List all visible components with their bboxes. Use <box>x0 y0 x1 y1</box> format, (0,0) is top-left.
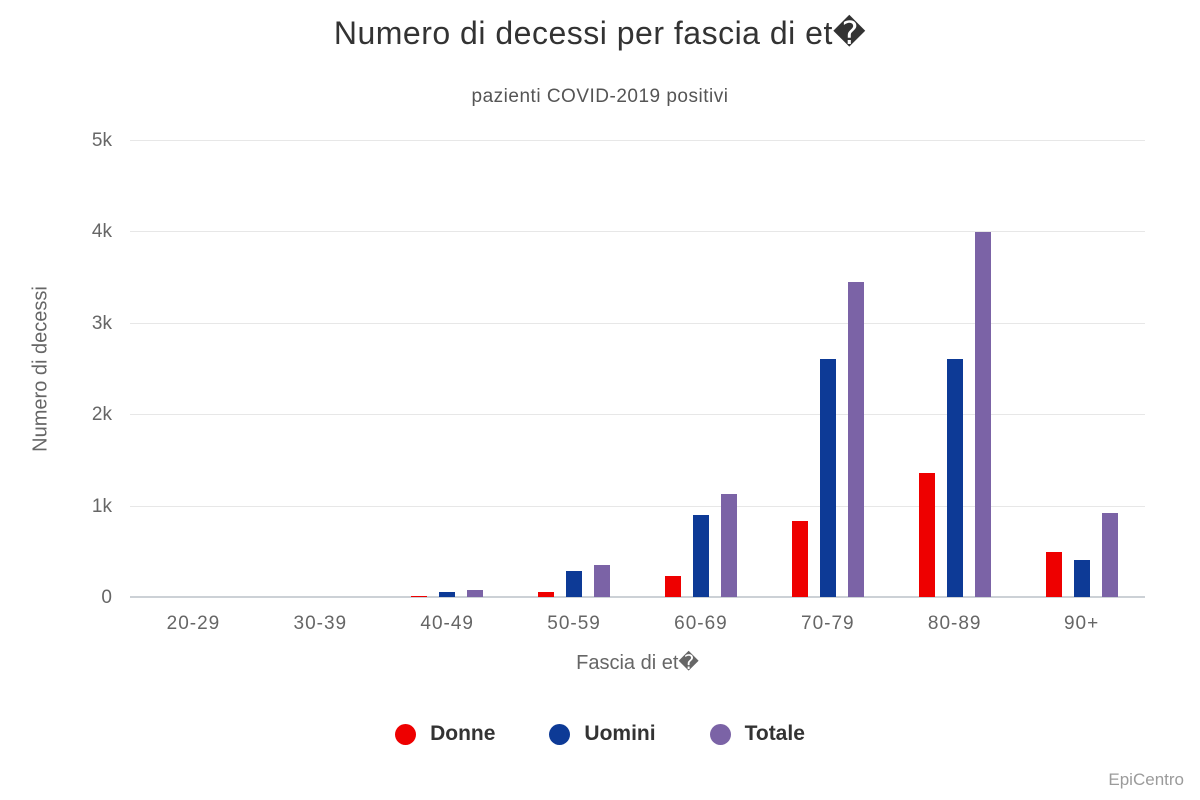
bar-donne-40-49[interactable] <box>411 596 428 597</box>
y-tick-label: 5k <box>91 130 112 151</box>
y-tick-label: 3k <box>91 312 112 334</box>
legend-label: Donne <box>430 722 496 745</box>
bar-donne-50-59[interactable] <box>538 591 555 597</box>
bar-totale-50-59[interactable] <box>594 565 611 597</box>
bar-uomini-80-89[interactable] <box>946 359 963 597</box>
legend-marker-circle-icon <box>395 723 417 745</box>
x-tick-label-90+: 90+ <box>1063 613 1100 634</box>
bar-totale-90+[interactable] <box>1101 513 1118 597</box>
x-tick-label-40-49: 40-49 <box>420 613 474 634</box>
bar-totale-60-69[interactable] <box>720 493 737 597</box>
x-axis-line <box>130 596 1145 598</box>
legend-marker-circle-icon <box>709 723 731 745</box>
legend: Donne Uomini Totale <box>0 722 1200 746</box>
chart-title: Numero di decessi per fascia di et� <box>333 15 867 51</box>
bar-uomini-70-79[interactable] <box>819 359 836 597</box>
bar-uomini-90+[interactable] <box>1073 559 1090 597</box>
credit-link[interactable]: EpiCentro <box>1108 770 1184 789</box>
x-tick-label-80-89: 80-89 <box>927 613 982 634</box>
bar-donne-70-79[interactable] <box>791 521 808 597</box>
legend-item-donne[interactable]: Donne <box>395 722 495 746</box>
bar-donne-80-89[interactable] <box>918 472 935 597</box>
legend-label: Totale <box>744 722 805 745</box>
x-axis-title: Fascia di et� <box>576 652 699 674</box>
gridline-2k <box>130 414 1145 416</box>
bar-donne-60-69[interactable] <box>664 575 681 597</box>
y-axis-labels: 0 1k 2k 3k 4k 5k <box>0 130 112 608</box>
x-axis-labels: 20-29 30-39 40-49 50-59 60-69 70-79 80-89 90+ <box>130 613 1145 643</box>
y-tick-label: 2k <box>91 404 112 426</box>
x-tick-label-60-69: 60-69 <box>674 613 728 634</box>
gridline-3k <box>130 322 1145 324</box>
gridline-1k <box>130 505 1145 507</box>
legend-item-uomini[interactable]: Uomini <box>549 722 656 746</box>
chart-subtitle: pazienti COVID-2019 positivi <box>471 86 729 107</box>
bar-totale-70-79[interactable] <box>847 281 864 597</box>
bar-uomini-60-69[interactable] <box>692 514 709 597</box>
legend-marker-circle-icon <box>549 723 571 745</box>
y-tick-label: 4k <box>91 221 112 243</box>
y-tick-label: 1k <box>91 495 112 517</box>
bar-uomini-50-59[interactable] <box>566 571 583 597</box>
plot-area <box>130 140 1145 598</box>
gridline-5k <box>130 140 1145 141</box>
y-tick-label: 0 <box>101 587 112 608</box>
x-tick-label-50-59: 50-59 <box>547 613 601 634</box>
legend-item-totale[interactable]: Totale <box>709 722 805 746</box>
bar-totale-80-89[interactable] <box>974 232 991 597</box>
bar-uomini-40-49[interactable] <box>439 591 456 597</box>
x-tick-label-20-29: 20-29 <box>166 613 221 634</box>
legend-label: Uomini <box>584 722 656 745</box>
x-tick-label-30-39: 30-39 <box>293 613 348 634</box>
bar-donne-90+[interactable] <box>1045 552 1062 597</box>
x-tick-label-70-79: 70-79 <box>801 613 855 634</box>
gridline-4k <box>130 231 1145 233</box>
bar-totale-40-49[interactable] <box>467 589 484 597</box>
